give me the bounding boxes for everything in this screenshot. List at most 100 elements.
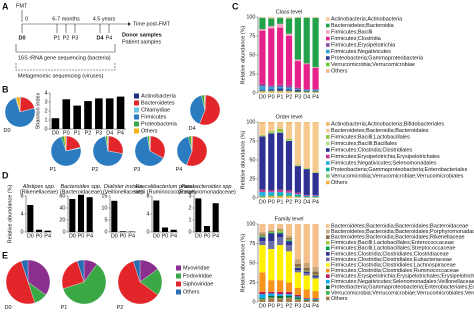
bar-segment bbox=[312, 277, 319, 279]
bar-segment bbox=[277, 122, 284, 129]
y-tick-label: 5 bbox=[104, 217, 107, 223]
bar-segment bbox=[312, 172, 319, 173]
legend-swatch bbox=[326, 229, 330, 234]
chart-title: Parabacteroides spp. bbox=[181, 184, 233, 190]
bar-segment bbox=[268, 298, 275, 302]
y-tick-label: 1 bbox=[44, 117, 47, 123]
bar-segment bbox=[303, 273, 310, 276]
bar bbox=[51, 118, 60, 129]
chart-title: Class level bbox=[276, 9, 303, 15]
legend-swatch bbox=[134, 107, 139, 113]
bar-segment bbox=[294, 192, 301, 195]
bar-segment bbox=[259, 91, 266, 93]
bar-segment bbox=[285, 295, 293, 298]
legend-label: Firmicutes;Negativicutes;Selenomonadales… bbox=[331, 279, 474, 285]
bar-segment bbox=[259, 83, 266, 87]
bar-segment bbox=[294, 87, 301, 90]
patient-label: P4 bbox=[106, 35, 113, 41]
legend-label: Firmicutes;Bacilli;Lactobacillales;Strep… bbox=[331, 246, 455, 252]
bar-segment bbox=[259, 17, 266, 18]
bar-segment bbox=[303, 196, 310, 198]
legend-label: Bacteroidetes;Bacteroidia;Bacteroidales;… bbox=[331, 223, 468, 229]
legend-swatch bbox=[176, 289, 181, 295]
bar-segment bbox=[277, 233, 284, 238]
bar-segment bbox=[259, 235, 266, 237]
bar-segment bbox=[268, 291, 275, 294]
bar-segment bbox=[259, 122, 266, 124]
patient-label: P2 bbox=[63, 35, 70, 41]
y-tick-label: 2 bbox=[44, 108, 47, 114]
bar-segment bbox=[312, 90, 319, 92]
bar-segment bbox=[312, 298, 319, 300]
bar-segment bbox=[277, 298, 284, 302]
legend-swatch bbox=[134, 121, 139, 127]
bar-segment bbox=[294, 297, 301, 299]
bracket bbox=[15, 44, 116, 53]
bar-segment bbox=[259, 298, 266, 300]
bar-segment bbox=[294, 17, 301, 60]
legend-label: Proteobacteria;Gammaproteobacteria bbox=[331, 55, 424, 61]
bar bbox=[170, 229, 177, 232]
y-tick-label: 75 bbox=[249, 138, 255, 144]
bar-segment bbox=[268, 232, 275, 234]
bar-segment bbox=[303, 89, 310, 91]
legend-label: Firmicutes;Bacilli;Bacillales bbox=[331, 141, 397, 147]
y-tick-label: 20 bbox=[59, 217, 65, 223]
panel-label: E bbox=[2, 250, 8, 260]
bar-segment bbox=[312, 274, 319, 276]
bar-segment bbox=[259, 224, 266, 232]
x-tick-label: P3 bbox=[294, 303, 301, 309]
x-tick-label: P4 bbox=[212, 233, 219, 239]
y-tick-label: 3 bbox=[188, 193, 191, 199]
bar bbox=[73, 105, 81, 129]
legend-label: Actinobacteria bbox=[141, 93, 177, 99]
pie-slice bbox=[4, 97, 36, 128]
x-tick-label: P0 bbox=[268, 303, 275, 309]
bar-segment bbox=[277, 191, 284, 194]
bar-segment bbox=[303, 89, 310, 90]
chart-title: Order level bbox=[276, 114, 303, 120]
bar-segment bbox=[277, 245, 284, 281]
legend-label: Bacteroidetes;Bacteroidia bbox=[331, 23, 395, 29]
x-tick-label: P4 bbox=[312, 303, 319, 309]
pie-label: P1 bbox=[61, 305, 68, 311]
x-tick-label: D0 bbox=[195, 233, 202, 239]
pie-label: D0 bbox=[4, 305, 11, 311]
bar-segment bbox=[268, 85, 275, 87]
arrow-head bbox=[128, 22, 131, 26]
bar-segment bbox=[303, 224, 310, 263]
bar-segment bbox=[285, 141, 293, 191]
pie-slice bbox=[176, 136, 193, 166]
pie-slice bbox=[117, 260, 159, 305]
x-tick-label: D0 bbox=[259, 303, 266, 309]
legend-swatch bbox=[326, 62, 330, 67]
legend-swatch bbox=[326, 224, 330, 228]
legend-swatch bbox=[326, 180, 330, 185]
bar-segment bbox=[259, 136, 266, 190]
bar-segment bbox=[285, 195, 293, 197]
bar-segment bbox=[259, 298, 266, 299]
legend-swatch bbox=[134, 100, 139, 106]
pie-label: P1 bbox=[50, 167, 57, 173]
legend-label: Proteobacteria;Gammaproteobacteria;Enter… bbox=[331, 167, 468, 173]
bar-segment bbox=[285, 85, 293, 88]
bar-segment bbox=[259, 189, 266, 192]
legend-label: Verrucomicrobia;Verrucomicrobiae bbox=[331, 62, 415, 68]
y-tick-label: 100 bbox=[246, 221, 255, 227]
bar-segment bbox=[277, 295, 284, 299]
bar-segment bbox=[268, 17, 275, 19]
x-tick-label: D0 bbox=[27, 233, 34, 239]
bar-segment bbox=[259, 195, 266, 197]
bar-segment bbox=[294, 272, 301, 288]
bar-segment bbox=[303, 194, 310, 196]
bar-segment bbox=[259, 236, 266, 238]
x-tick-label: P1 bbox=[277, 94, 284, 100]
bar-segment bbox=[285, 291, 293, 295]
panel-label: A bbox=[2, 1, 9, 11]
x-tick-label: P0 bbox=[162, 233, 169, 239]
bar-segment bbox=[277, 91, 284, 93]
y-axis-label: Relative abundance (%) bbox=[240, 130, 246, 189]
bar bbox=[86, 197, 93, 232]
y-tick-label: 50 bbox=[249, 52, 255, 58]
